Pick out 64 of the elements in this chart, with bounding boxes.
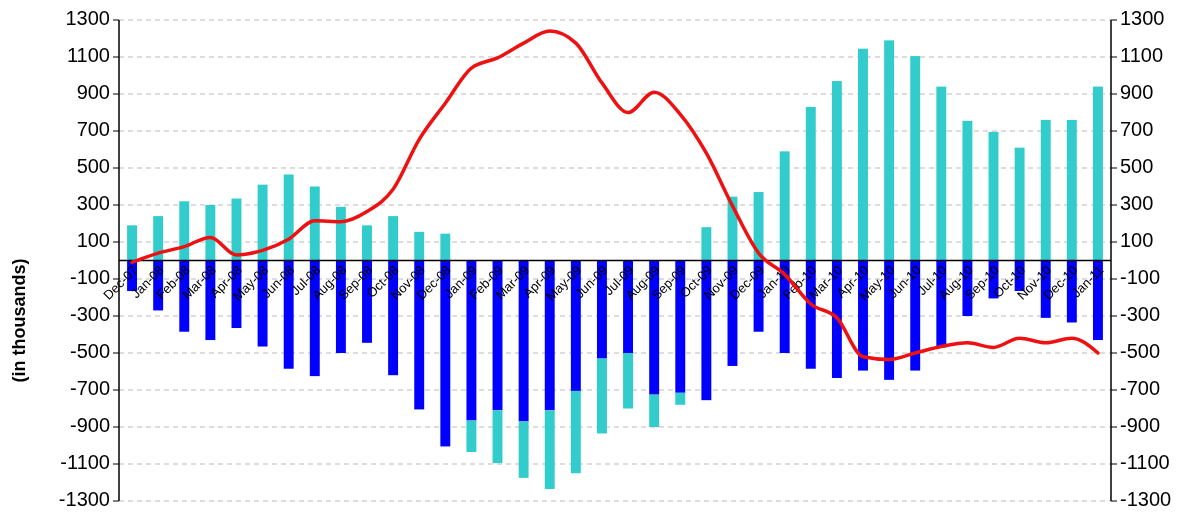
y-tick-label: -500 (69, 340, 110, 363)
bar (831, 81, 842, 261)
y-axis-title: (in thousands) (8, 258, 29, 383)
bar (544, 410, 555, 489)
y-tick-label: 100 (76, 229, 110, 252)
bar (779, 151, 790, 261)
y2-tick-label: 700 (1120, 118, 1154, 141)
bar (388, 216, 399, 261)
bar (753, 192, 764, 261)
y-tick-label: 1100 (66, 44, 110, 67)
y-tick-label: 1300 (65, 7, 110, 30)
y-tick-label: -1100 (60, 451, 110, 474)
y-tick-label: -700 (69, 377, 110, 400)
bar (649, 394, 660, 427)
bar (362, 225, 372, 261)
y2-tick-label: -700 (1120, 377, 1161, 400)
y2-tick-label: -900 (1120, 414, 1161, 437)
bar (283, 174, 294, 261)
bar (858, 48, 868, 261)
bar (440, 233, 451, 261)
bar (492, 410, 503, 464)
y-tick-label: -900 (69, 414, 110, 437)
bar (596, 358, 607, 434)
bar (153, 216, 164, 261)
bar (623, 353, 634, 409)
bar (1066, 119, 1077, 261)
y-tick-label: 900 (76, 81, 110, 104)
bar (1014, 147, 1025, 261)
bar (805, 106, 816, 261)
bar (570, 390, 581, 474)
y2-tick-label: 1100 (1120, 44, 1164, 67)
bar (1092, 86, 1103, 261)
y-tick-label: 700 (76, 118, 110, 141)
y2-tick-label: -500 (1120, 340, 1161, 363)
bar (309, 186, 320, 261)
y-tick-label: -300 (69, 303, 110, 326)
y2-tick-label: -300 (1120, 303, 1161, 326)
y-tick-label: 500 (76, 155, 110, 178)
bar (701, 227, 712, 261)
y2-tick-label: 500 (1120, 155, 1154, 178)
bar (675, 392, 686, 405)
y-tick-label: 300 (76, 192, 110, 215)
y2-tick-label: 300 (1120, 192, 1154, 215)
y-tick-label: -1300 (58, 488, 110, 511)
bar (127, 225, 138, 261)
bar (1040, 119, 1051, 261)
bar (414, 231, 425, 261)
bar (962, 120, 973, 261)
bar (179, 201, 190, 261)
bar (910, 56, 921, 261)
y2-tick-label: 900 (1120, 81, 1154, 104)
bar (884, 40, 895, 261)
bar (257, 184, 268, 261)
y2-tick-label: -1100 (1120, 451, 1170, 474)
y2-tick-label: 100 (1120, 229, 1154, 252)
y2-tick-label: -1300 (1120, 488, 1172, 511)
bar (466, 420, 477, 452)
bar (205, 205, 216, 261)
bar (988, 131, 999, 261)
bar (335, 206, 346, 261)
bar (518, 421, 529, 478)
bar (936, 86, 947, 261)
y2-tick-label: -100 (1120, 266, 1161, 289)
y2-tick-label: 1300 (1120, 7, 1165, 30)
